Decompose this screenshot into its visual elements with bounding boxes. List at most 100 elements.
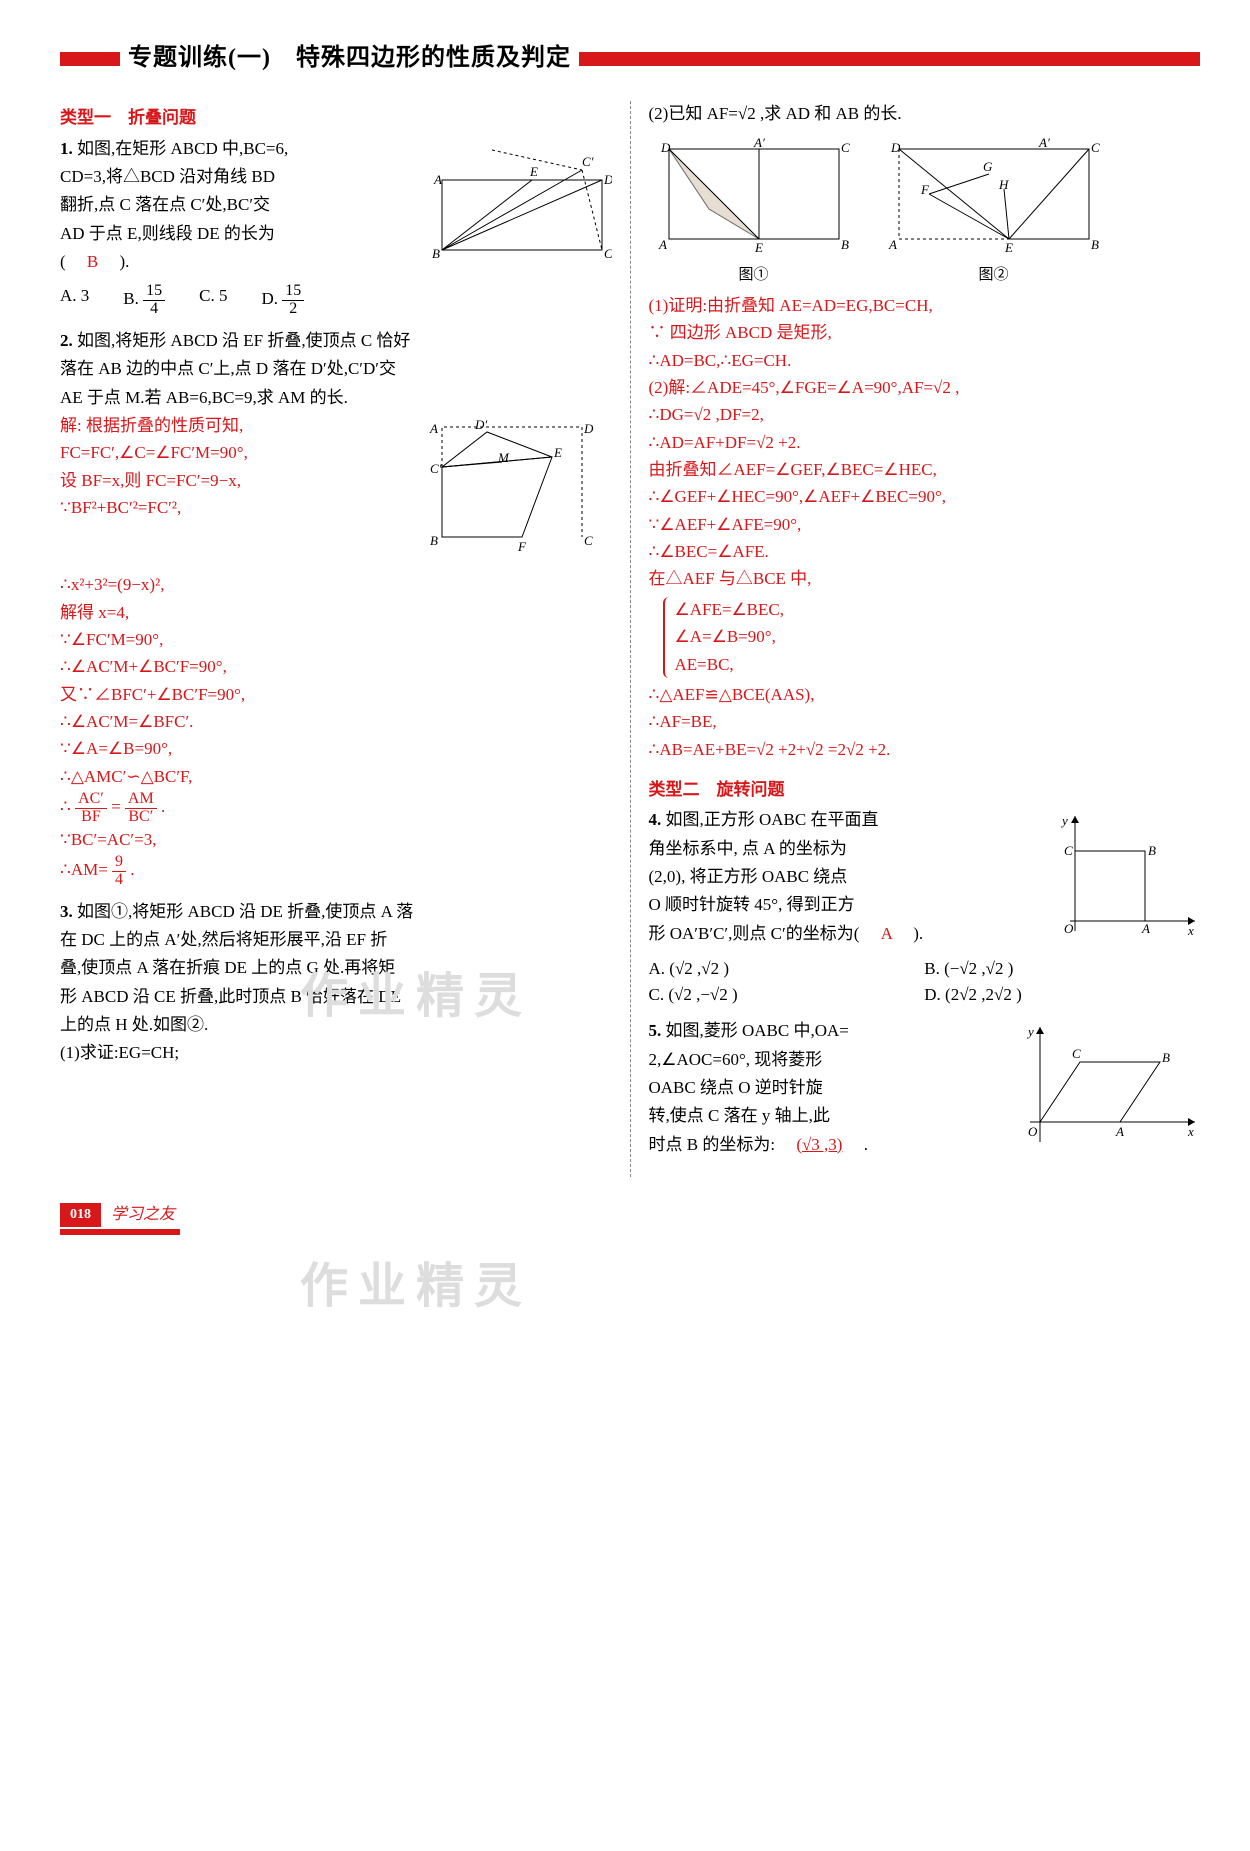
svg-text:C: C bbox=[1072, 1046, 1081, 1061]
q2-s8: ∴∠AC′M+∠BC′F=90°, bbox=[60, 654, 612, 680]
q2-s14: ∵BC′=AC′=3, bbox=[60, 827, 612, 853]
svg-text:x: x bbox=[1187, 923, 1194, 938]
section-heading-1: 类型一 折叠问题 bbox=[60, 105, 612, 131]
svg-text:A: A bbox=[1141, 921, 1150, 936]
q3-p6: ∴AD=AF+DF=√2 +2. bbox=[649, 430, 1201, 456]
q3-p3: ∴AD=BC,∴EG=CH. bbox=[649, 348, 1201, 374]
column-left: 类型一 折叠问题 A D B C C′ E 1. bbox=[60, 101, 631, 1176]
section-heading-2: 类型二 旋转问题 bbox=[649, 777, 1201, 803]
q5-l5a: 时点 B 的坐标为: bbox=[649, 1135, 793, 1154]
q2-l3: AE 于点 M.若 AB=6,BC=9,求 AM 的长. bbox=[60, 385, 612, 411]
question-5: O A B C x y 5. 如图,菱形 OABC 中,OA= 2,∠AOC=6… bbox=[649, 1018, 1201, 1166]
q2-s9: 又∵∠BFC′+∠BC′F=90°, bbox=[60, 682, 612, 708]
header-bar-right bbox=[579, 52, 1200, 66]
fig-label-2: 图② bbox=[879, 264, 1109, 287]
svg-text:D: D bbox=[660, 140, 671, 155]
q3-l3: 叠,使顶点 A 落在折痕 DE 上的点 G 处.再将矩 bbox=[60, 955, 612, 981]
svg-text:A: A bbox=[1115, 1124, 1124, 1139]
svg-text:A: A bbox=[658, 237, 667, 252]
q3-rt1: (2)已知 AF=√2 ,求 AD 和 AB 的长. bbox=[649, 101, 1201, 127]
svg-text:y: y bbox=[1060, 813, 1068, 828]
svg-text:B: B bbox=[1162, 1050, 1170, 1065]
svg-text:C: C bbox=[604, 246, 612, 260]
svg-text:A: A bbox=[433, 172, 442, 187]
q3-b3: AE=BC, bbox=[675, 652, 1201, 678]
svg-text:B: B bbox=[432, 246, 440, 260]
question-3: 3. 如图①,将矩形 ABCD 沿 DE 折叠,使顶点 A 落 在 DC 上的点… bbox=[60, 899, 612, 1067]
q3-p12: ∴△AEF≌△BCE(AAS), bbox=[649, 682, 1201, 708]
svg-text:O: O bbox=[1064, 921, 1074, 936]
svg-text:A′: A′ bbox=[1038, 135, 1050, 150]
q3-p5: ∴DG=√2 ,DF=2, bbox=[649, 402, 1201, 428]
figure-q3-1: D A′ C A E B 图① bbox=[649, 134, 859, 288]
watermark: 作业精灵 bbox=[300, 1250, 532, 1324]
q3-b2: ∠A=∠B=90°, bbox=[675, 624, 1201, 650]
footer-book-title: 学习之友 bbox=[111, 1203, 175, 1228]
q3-p14: ∴AB=AE+BE=√2 +2+√2 =2√2 +2. bbox=[649, 737, 1201, 763]
svg-text:C: C bbox=[841, 140, 850, 155]
q2-s6: 解得 x=4, bbox=[60, 600, 612, 626]
q3-p13: ∴AF=BE, bbox=[649, 709, 1201, 735]
q3-p8: ∴∠GEF+∠HEC=90°,∠AEF+∠BEC=90°, bbox=[649, 484, 1201, 510]
q1-paren2: ). bbox=[103, 252, 130, 271]
column-right: (2)已知 AF=√2 ,求 AD 和 AB 的长. D A′ C A E B … bbox=[631, 101, 1201, 1176]
svg-text:D′: D′ bbox=[474, 417, 487, 432]
q2-s10: ∴∠AC′M=∠BFC′. bbox=[60, 709, 612, 735]
question-4: O A B C x y 4. 如图,正方形 OABC 在平面直 角坐标系中, 点… bbox=[649, 807, 1201, 1008]
q3-l4: 形 ABCD 沿 CE 折叠,此时顶点 B 恰好落在 DE bbox=[60, 984, 612, 1010]
q4-l5b: ). bbox=[896, 924, 923, 943]
figure-q4: O A B C x y bbox=[1050, 811, 1200, 949]
q4-l5a: 形 OA′B′C′,则点 C′的坐标为( bbox=[649, 924, 877, 943]
q4-l1: 如图,正方形 OABC 在平面直 bbox=[666, 810, 879, 829]
figure-q1: A D B C C′ E bbox=[432, 140, 612, 268]
q2-s12: ∴△AMC′∽△BC′F, bbox=[60, 764, 612, 790]
q5-l5b: . bbox=[847, 1135, 868, 1154]
page-footer: 018 学习之友 bbox=[60, 1203, 1200, 1228]
svg-text:y: y bbox=[1026, 1024, 1034, 1039]
svg-text:A: A bbox=[429, 421, 438, 436]
q4-choice-d: D. (2√2 ,2√2 ) bbox=[924, 982, 1200, 1008]
svg-text:D: D bbox=[890, 140, 901, 155]
q3-p11: 在△AEF 与△BCE 中, bbox=[649, 566, 1201, 592]
q3-b1: ∠AFE=∠BEC, bbox=[675, 597, 1201, 623]
q4-answer: A bbox=[881, 924, 892, 943]
footer-underline bbox=[60, 1229, 180, 1235]
q3-p1: (1)证明:由折叠知 AE=AD=EG,BC=CH, bbox=[649, 293, 1201, 319]
q3-p7: 由折叠知∠AEF=∠GEF,∠BEC=∠HEC, bbox=[649, 457, 1201, 483]
choice-d: D. 152 bbox=[261, 283, 304, 318]
svg-text:E: E bbox=[553, 445, 562, 460]
figure-q2: A D B C C′ D′ E F M bbox=[412, 417, 612, 565]
svg-text:B: B bbox=[1091, 237, 1099, 252]
question-1: A D B C C′ E 1. 如图,在矩形 ABCD 中,BC=6, CD=3… bbox=[60, 136, 612, 318]
svg-text:F: F bbox=[920, 182, 930, 197]
figure-q5: O A B C x y bbox=[1010, 1022, 1200, 1160]
svg-text:x: x bbox=[1187, 1124, 1194, 1139]
q5-l1: 如图,菱形 OABC 中,OA= bbox=[666, 1021, 849, 1040]
fig-label-1: 图① bbox=[649, 264, 859, 287]
svg-text:A: A bbox=[888, 237, 897, 252]
q1-answer: B bbox=[87, 252, 98, 271]
choice-c: C. 5 bbox=[199, 283, 227, 318]
svg-text:E: E bbox=[754, 240, 763, 254]
question-2: 2. 如图,将矩形 ABCD 沿 EF 折叠,使顶点 C 恰好 落在 AB 边的… bbox=[60, 328, 612, 889]
q2-l2: 落在 AB 边的中点 C′上,点 D 落在 D′处,C′D′交 bbox=[60, 356, 612, 382]
q1-choices: A. 3 B. 154 C. 5 D. 152 bbox=[60, 283, 612, 318]
q3-l2: 在 DC 上的点 A′处,然后将矩形展平,沿 EF 折 bbox=[60, 927, 612, 953]
svg-text:H: H bbox=[998, 177, 1009, 192]
svg-text:C′: C′ bbox=[582, 154, 594, 169]
svg-text:C: C bbox=[1091, 140, 1100, 155]
svg-text:D: D bbox=[583, 421, 594, 436]
q1-l1: 如图,在矩形 ABCD 中,BC=6, bbox=[77, 139, 288, 158]
choice-a: A. 3 bbox=[60, 283, 89, 318]
q4-choice-c: C. (√2 ,−√2 ) bbox=[649, 982, 925, 1008]
svg-text:M: M bbox=[497, 450, 510, 465]
q4-choice-b: B. (−√2 ,√2 ) bbox=[924, 956, 1200, 982]
svg-text:E: E bbox=[1004, 240, 1013, 254]
svg-text:E: E bbox=[529, 164, 538, 179]
q2-s7: ∵∠FC′M=90°, bbox=[60, 627, 612, 653]
header-bar-left bbox=[60, 52, 120, 66]
q3-l6: (1)求证:EG=CH; bbox=[60, 1040, 612, 1066]
q5-answer: (√3 ,3) bbox=[796, 1135, 842, 1154]
q3-p9: ∵∠AEF+∠AFE=90°, bbox=[649, 512, 1201, 538]
svg-text:G: G bbox=[983, 159, 993, 174]
